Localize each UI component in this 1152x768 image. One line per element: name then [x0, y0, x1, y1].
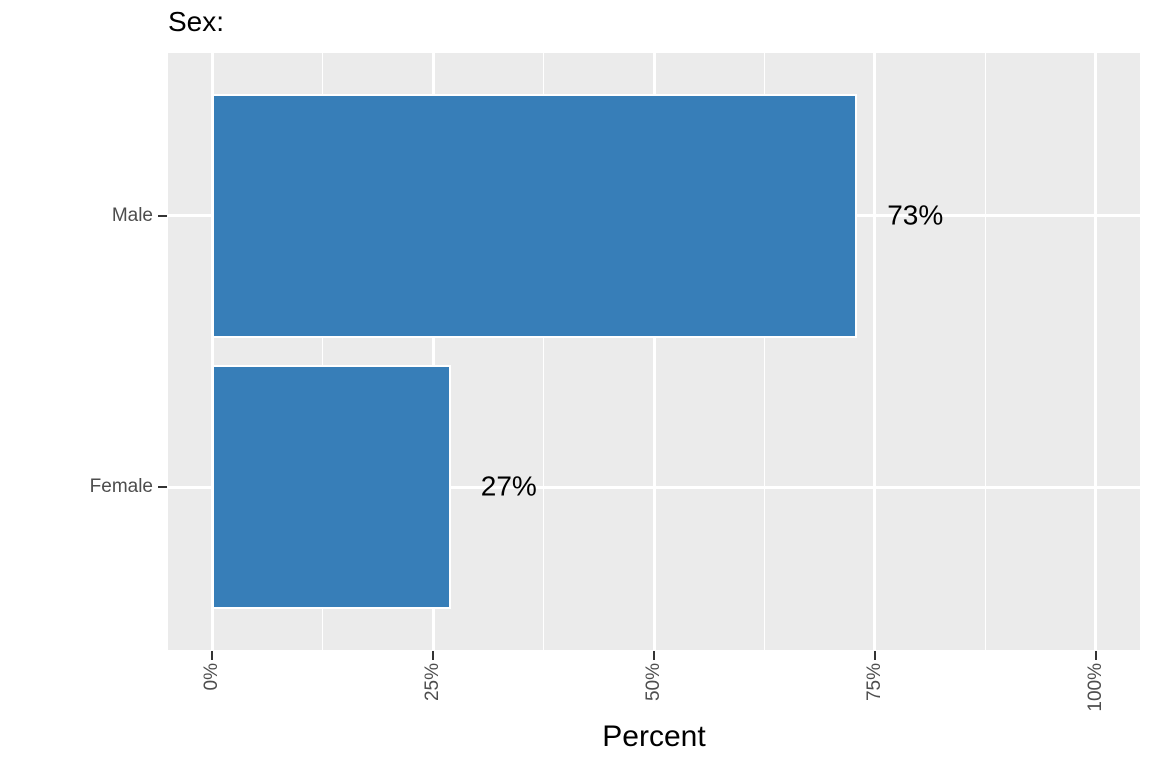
gridline-minor-x: [984, 53, 987, 650]
gridline-major-x: [1094, 53, 1098, 650]
x-tick-label: 50%: [643, 663, 664, 702]
x-tick-label-wrap: 25%: [420, 663, 446, 701]
x-tick: [432, 651, 435, 660]
x-tick-label-wrap: 75%: [862, 663, 888, 701]
y-tick-label: Male: [111, 204, 153, 226]
plot-panel: 73% 27%: [168, 53, 1140, 650]
gridline-major-x: [210, 53, 214, 650]
gridline-minor-x: [321, 53, 324, 650]
bar-value-label: 27%: [480, 470, 537, 502]
gridline-minor-x: [542, 53, 545, 650]
x-tick-label-wrap: 100%: [1083, 663, 1109, 712]
x-tick-label: 0%: [201, 663, 223, 691]
chart-title: Sex:: [168, 6, 225, 37]
bar-female: [212, 365, 451, 610]
x-tick-label: 25%: [422, 663, 444, 702]
x-tick: [211, 651, 214, 660]
x-tick-label-wrap: 0%: [199, 663, 225, 690]
gridline-major-x: [431, 53, 435, 650]
gridline-major-x: [873, 53, 877, 650]
y-tick: [158, 486, 167, 489]
gridline-major-x: [652, 53, 656, 650]
y-tick: [158, 214, 167, 217]
x-axis-title: Percent: [602, 720, 706, 753]
y-tick-label: Female: [89, 476, 153, 498]
bar-male: [212, 93, 858, 338]
x-tick: [653, 651, 655, 660]
gridline-minor-x: [763, 53, 766, 650]
x-tick: [1094, 651, 1097, 660]
x-tick-label: 100%: [1084, 663, 1106, 712]
x-tick-label: 75%: [863, 663, 885, 702]
bar-value-label: 73%: [887, 199, 944, 231]
gridline-major-y: [168, 485, 1140, 489]
x-tick: [873, 651, 876, 660]
x-tick-label-wrap: 50%: [641, 663, 667, 701]
